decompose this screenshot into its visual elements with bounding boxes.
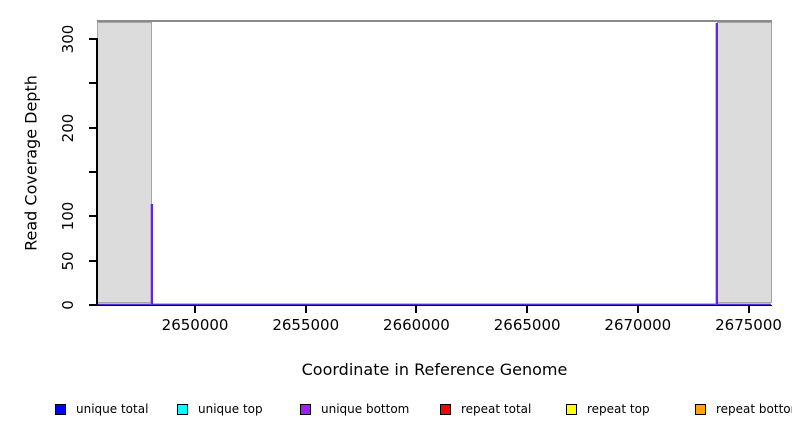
legend-item-unique-total: unique total [55, 399, 148, 419]
y-tick [89, 126, 97, 129]
shaded-region-right [716, 22, 772, 303]
legend-label: unique bottom [321, 402, 410, 416]
y-tick [89, 82, 97, 85]
y-tick-label-text: 100 [59, 201, 77, 231]
x-tick [194, 306, 197, 313]
legend-item-repeat-total: repeat total [440, 399, 531, 419]
legend-label: unique top [198, 402, 263, 416]
legend-item-repeat-top: repeat top [566, 399, 650, 419]
legend-label: repeat bottom [716, 402, 792, 416]
coverage-spike-terminus-left [151, 203, 154, 305]
y-tick [89, 170, 97, 173]
y-tick [89, 215, 97, 218]
legend-swatch-icon [300, 403, 311, 415]
legend: unique total unique top unique bottom repea… [0, 399, 792, 419]
x-tick-label: 2670000 [604, 316, 672, 334]
x-tick [415, 306, 418, 313]
coverage-spike-terminus-right [715, 22, 718, 305]
y-tick-label-text: 200 [59, 113, 77, 142]
legend-swatch-icon [440, 403, 451, 415]
x-tick-label: 2650000 [161, 316, 229, 334]
legend-swatch-icon [55, 403, 66, 415]
coverage-baseline [98, 303, 771, 306]
legend-label: unique total [76, 402, 149, 416]
legend-swatch-icon [177, 403, 188, 415]
legend-label: repeat top [587, 402, 650, 416]
shaded-region-left [97, 22, 153, 303]
y-tick [89, 304, 97, 306]
legend-item-unique-top: unique top [177, 399, 263, 419]
x-tick [636, 306, 639, 313]
legend-item-unique-bottom: unique bottom [300, 399, 409, 419]
x-tick-label: 2655000 [272, 316, 340, 334]
legend-item-repeat-bottom: repeat bottom [695, 399, 792, 419]
legend-swatch-icon [695, 403, 706, 415]
y-tick-label-text: 50 [59, 251, 77, 271]
x-axis-title: Coordinate in Reference Genome [301, 360, 568, 379]
x-tick [747, 306, 750, 313]
plot-top-border [97, 20, 772, 22]
y-tick [89, 259, 97, 262]
x-tick-label: 2660000 [383, 316, 450, 334]
x-tick-label: 2665000 [493, 316, 561, 334]
y-tick-label-text: 300 [59, 24, 77, 54]
legend-swatch-icon [566, 403, 577, 415]
x-tick [526, 306, 529, 313]
legend-label: repeat total [461, 402, 532, 416]
x-tick-label: 2675000 [715, 316, 782, 334]
y-tick [89, 37, 97, 40]
y-axis-title-text: Read Coverage Depth [21, 75, 41, 251]
y-tick-label-text: 0 [59, 300, 77, 310]
y-axis-line [96, 38, 98, 306]
x-tick [304, 306, 307, 313]
x-axis-line [97, 305, 772, 306]
plot-area [97, 20, 772, 306]
